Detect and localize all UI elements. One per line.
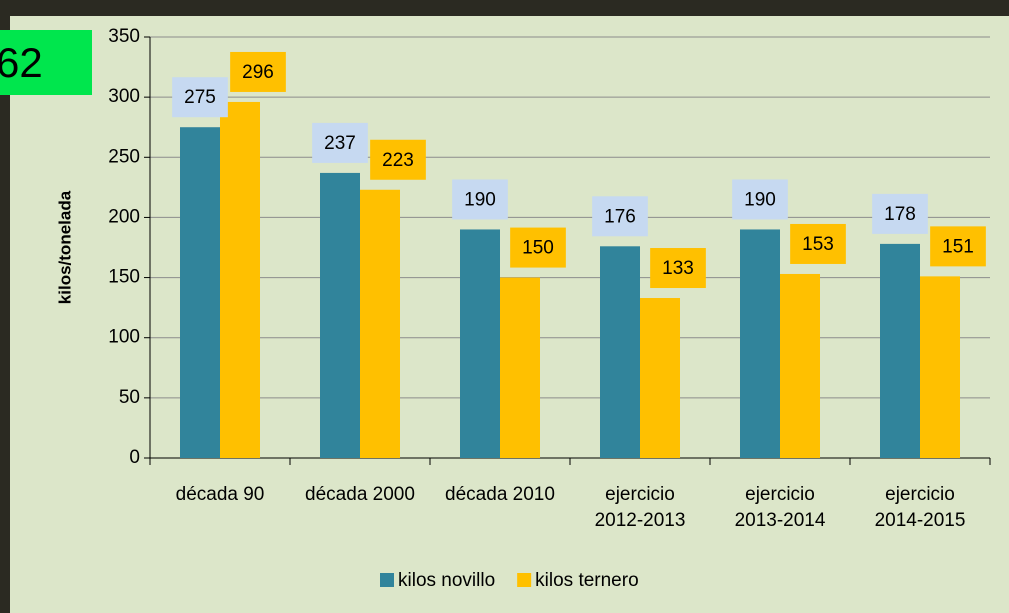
data-label-box <box>592 196 648 237</box>
data-label-text: 150 <box>522 238 554 259</box>
data-label-text: 151 <box>942 236 974 257</box>
page-badge: 62 <box>0 30 92 95</box>
data-label-text: 178 <box>884 204 916 225</box>
bar <box>740 229 780 458</box>
data-label: 190 <box>452 179 508 220</box>
x-tick-label: década 2000 <box>305 484 415 505</box>
bar <box>460 229 500 458</box>
data-label: 190 <box>732 179 788 220</box>
data-label-box <box>312 122 368 163</box>
data-label-box <box>650 248 706 289</box>
data-label-box <box>790 223 846 264</box>
legend-label: kilos novillo <box>398 570 495 591</box>
data-label: 237 <box>312 122 368 163</box>
bar <box>220 101 260 458</box>
data-label-text: 153 <box>802 234 834 255</box>
data-label-text: 190 <box>464 189 496 210</box>
bar <box>640 298 680 458</box>
bar <box>360 189 400 458</box>
x-tick-label: década 2010 <box>445 484 555 505</box>
bar <box>500 277 540 458</box>
data-label: 153 <box>790 223 846 264</box>
x-tick-label: ejercicio 2012-2013 <box>594 484 686 531</box>
y-tick-label: 150 <box>108 267 140 288</box>
data-label-box <box>930 226 986 267</box>
data-label: 223 <box>370 139 426 180</box>
legend-label: kilos ternero <box>535 570 639 591</box>
x-tick-label: década 90 <box>175 484 265 505</box>
bar <box>780 273 820 458</box>
data-label-text: 296 <box>242 62 274 83</box>
data-label-text: 275 <box>184 87 216 108</box>
y-tick-label: 50 <box>119 387 140 408</box>
y-tick-label: 300 <box>108 86 140 107</box>
y-tick-label: 250 <box>108 146 140 167</box>
x-tick-label: ejercicio 2014-2015 <box>874 484 966 531</box>
bar <box>320 172 360 458</box>
data-label: 150 <box>510 227 566 268</box>
bar <box>600 246 640 458</box>
data-label-text: 237 <box>324 133 356 154</box>
data-label-box <box>452 179 508 220</box>
x-tick-label: ejercicio 2013-2014 <box>734 484 826 531</box>
data-label: 151 <box>930 226 986 267</box>
y-tick-label: 100 <box>108 327 140 348</box>
y-tick-label: 200 <box>108 206 140 227</box>
data-label-box <box>172 77 228 118</box>
y-tick-label: 0 <box>129 447 140 468</box>
data-label-text: 133 <box>662 258 694 279</box>
data-label-text: 176 <box>604 206 636 227</box>
data-label: 176 <box>592 196 648 237</box>
data-label-box <box>732 179 788 220</box>
data-label-box <box>510 227 566 268</box>
data-label: 178 <box>872 193 928 234</box>
legend-swatch <box>517 573 532 587</box>
bar <box>180 127 220 458</box>
bar <box>920 276 960 458</box>
y-tick-label: 350 <box>108 26 140 47</box>
data-label-box <box>872 193 928 234</box>
bar <box>880 243 920 458</box>
data-label-box <box>230 51 286 92</box>
data-label-box <box>370 139 426 180</box>
legend-swatch <box>380 573 394 587</box>
data-label-text: 190 <box>744 189 776 210</box>
y-axis-title: kilos/tonelada <box>55 190 74 304</box>
data-label: 133 <box>650 248 706 289</box>
data-label: 275 <box>172 77 228 118</box>
data-label-text: 223 <box>382 150 414 171</box>
data-label: 296 <box>230 51 286 92</box>
